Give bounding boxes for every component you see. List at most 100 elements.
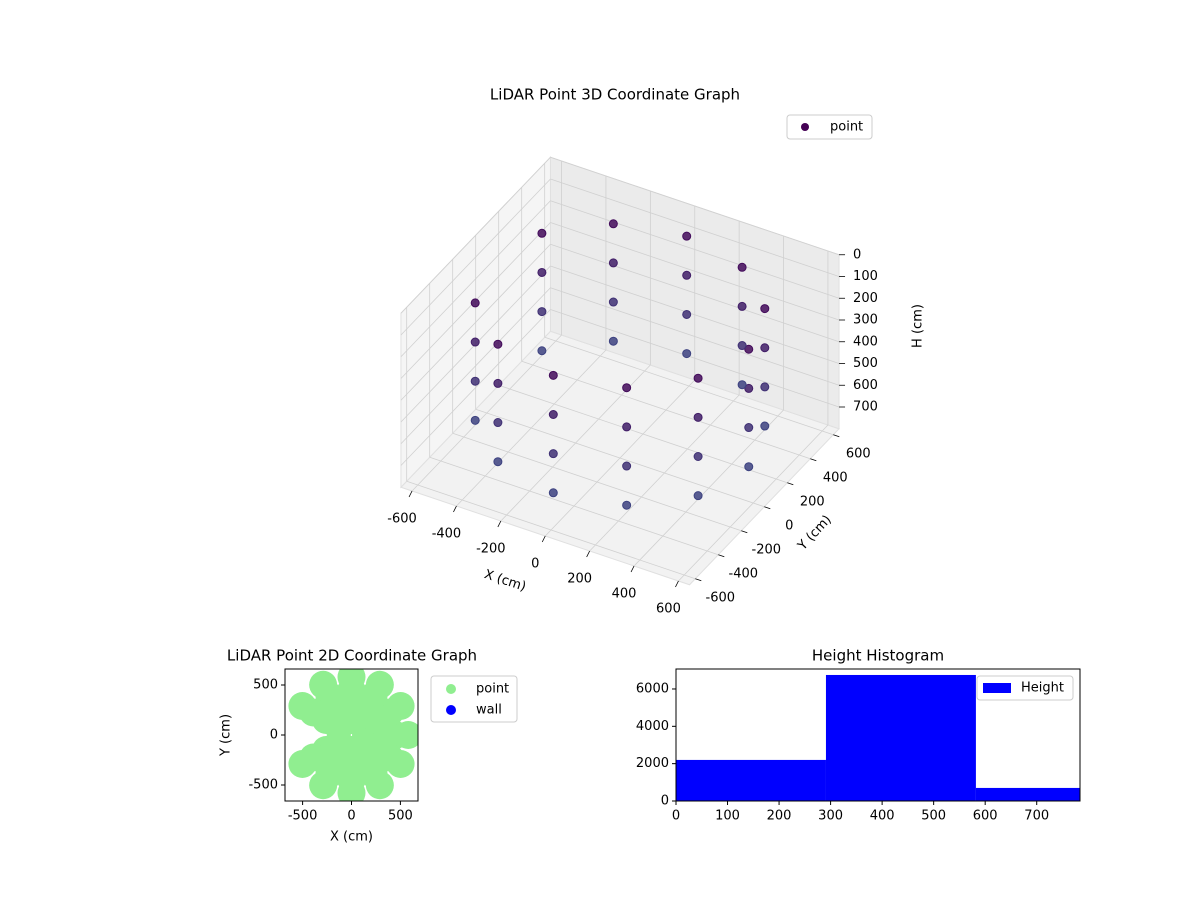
grid-line (400, 156, 551, 314)
tick-mark (764, 506, 771, 510)
point (760, 304, 770, 314)
tick-mark (453, 505, 457, 513)
point (493, 457, 503, 467)
grid-line (521, 360, 811, 460)
y-tick-label: 0 (270, 728, 278, 743)
chart-title: Height Histogram (812, 647, 944, 665)
point (470, 376, 480, 386)
point (608, 297, 618, 307)
point (737, 341, 747, 351)
point (337, 669, 366, 691)
grid-line (550, 222, 840, 321)
legend-box (976, 675, 1074, 701)
point (744, 423, 754, 433)
y-tick-label: 6000 (636, 681, 669, 696)
x-tick-label: 200 (767, 809, 792, 824)
x-tick-label: 100 (715, 809, 740, 824)
point (493, 418, 503, 428)
point (537, 228, 547, 238)
point (622, 383, 632, 393)
bar (825, 674, 976, 801)
point (737, 262, 747, 272)
y-tick-label: -200 (752, 542, 782, 557)
tick-mark (695, 578, 702, 582)
point (386, 750, 415, 778)
x-tick-label: 0 (347, 809, 355, 824)
grid-line (429, 456, 719, 556)
point (470, 415, 480, 425)
grid-line (400, 287, 551, 445)
x-axis-label: X (cm) (330, 830, 373, 845)
legend-box (430, 675, 518, 723)
point (693, 491, 703, 501)
y-tick-label: 600 (846, 446, 871, 461)
y-tick-label: 4000 (636, 719, 669, 734)
point (365, 771, 394, 800)
x-axis-label: X (cm) (482, 567, 528, 595)
chart-title: LiDAR Point 3D Coordinate Graph (490, 86, 740, 104)
x-tick-label: 200 (567, 572, 592, 587)
grid-line (550, 178, 840, 277)
point (548, 410, 558, 419)
y-tick-label: 2000 (636, 756, 669, 771)
tick-mark (408, 490, 413, 498)
tick-mark (541, 535, 546, 543)
legend-marker (983, 683, 1011, 693)
point (608, 336, 618, 346)
y-tick-label: -600 (706, 590, 736, 605)
grid-line (400, 200, 551, 358)
plot-area (288, 669, 418, 801)
grid-line (544, 336, 834, 436)
point (548, 449, 558, 459)
tick-mark (741, 530, 748, 534)
x-tick-label: 0 (531, 557, 539, 572)
legend-marker (446, 684, 456, 694)
grid-line (400, 178, 551, 336)
z-tick-label: 500 (853, 356, 878, 371)
grid-line (550, 265, 840, 364)
x-tick-label: 0 (672, 809, 680, 824)
point (548, 488, 558, 498)
y-tick-label: 200 (800, 494, 825, 509)
z-tick-label: 300 (853, 313, 878, 328)
point (744, 344, 754, 354)
x-tick-label: -600 (387, 512, 417, 527)
grid-line (400, 309, 551, 466)
point (470, 298, 480, 308)
point (337, 779, 366, 801)
point (537, 346, 547, 356)
tick-mark (586, 550, 591, 558)
z-tick-label: 200 (853, 291, 878, 306)
y-tick-label: 0 (661, 794, 669, 809)
grid-line (550, 156, 840, 256)
z-tick-label: 700 (853, 400, 878, 415)
point (693, 412, 703, 422)
y-tick-label: 500 (253, 678, 278, 693)
point (608, 258, 618, 268)
point (493, 378, 503, 388)
x-tick-label: 600 (656, 602, 681, 617)
point (737, 301, 747, 311)
point (309, 771, 338, 800)
point (693, 373, 703, 383)
legend-box (786, 114, 873, 140)
x-tick-label: -500 (288, 809, 318, 824)
point (493, 339, 503, 349)
bar (676, 759, 826, 801)
z-tick-label: 0 (853, 247, 861, 262)
legend-label: Height (1021, 681, 1064, 696)
grid-line (406, 480, 696, 580)
point (760, 343, 770, 353)
z-tick-label: 100 (853, 269, 878, 284)
point (682, 309, 692, 319)
x-tick-label: -200 (476, 542, 506, 557)
chart-title: LiDAR Point 2D Coordinate Graph (227, 647, 477, 665)
y-tick-label: 0 (785, 518, 793, 533)
x-tick-label: 300 (818, 809, 843, 824)
y-tick-label: -500 (248, 778, 278, 793)
y-axis-label: Y (cm) (219, 714, 234, 757)
point (622, 422, 632, 432)
axes-frame (675, 668, 1081, 802)
point (548, 370, 558, 380)
